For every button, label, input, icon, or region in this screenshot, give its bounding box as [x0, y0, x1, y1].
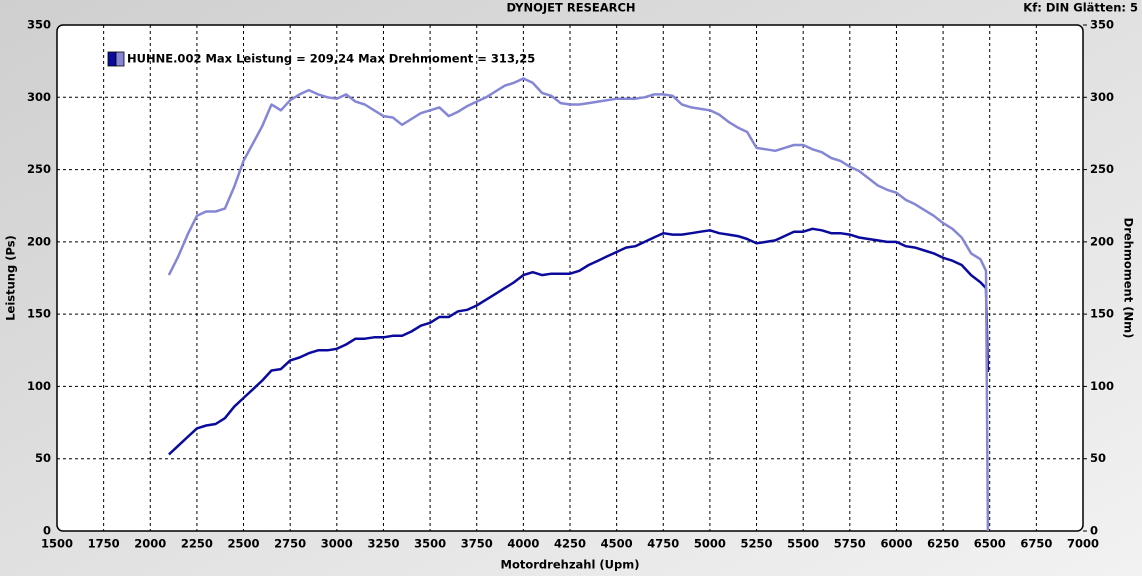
x-tick-label: 3500	[414, 537, 446, 551]
x-tick-label: 2250	[181, 537, 213, 551]
x-tick-label: 2750	[274, 537, 306, 551]
x-tick-label: 4750	[647, 537, 679, 551]
y2-tick-label: 150	[1090, 307, 1114, 321]
y2-tick-label: 200	[1090, 234, 1114, 248]
x-tick-label: 3750	[461, 537, 493, 551]
x-tick-label: 3000	[321, 537, 353, 551]
y-tick-label: 150	[27, 307, 51, 321]
chart-subtitle: Kf: DIN Glätten: 5	[1023, 1, 1138, 15]
x-tick-label: 6000	[880, 537, 912, 551]
y2-tick-label: 0	[1090, 524, 1098, 538]
y-tick-label: 50	[35, 451, 51, 465]
y2-tick-label: 300	[1090, 90, 1114, 104]
y-tick-label: 0	[43, 524, 51, 538]
y-axis-label: Leistung (Ps)	[4, 235, 18, 321]
x-tick-label: 6500	[974, 537, 1006, 551]
y-tick-label: 100	[27, 379, 51, 393]
x-tick-label: 5750	[834, 537, 866, 551]
y-tick-label: 250	[27, 162, 51, 176]
x-tick-label: 4500	[601, 537, 633, 551]
x-tick-label: 2500	[228, 537, 260, 551]
y2-tick-label: 100	[1090, 379, 1114, 393]
y2-tick-label: 350	[1090, 18, 1114, 32]
x-tick-label: 7000	[1067, 537, 1099, 551]
x-tick-label: 6750	[1020, 537, 1052, 551]
x-tick-label: 5500	[787, 537, 819, 551]
x-tick-label: 5250	[741, 537, 773, 551]
x-axis-label: Motordrehzahl (Upm)	[501, 558, 640, 572]
x-tick-label: 2000	[134, 537, 166, 551]
y2-tick-label: 50	[1090, 451, 1106, 465]
y-tick-label: 200	[27, 234, 51, 248]
x-tick-label: 1750	[88, 537, 120, 551]
x-tick-label: 1500	[41, 537, 73, 551]
y2-axis-label: Drehmoment (Nm)	[1122, 218, 1136, 339]
chart-title: DYNOJET RESEARCH	[506, 1, 635, 15]
x-tick-label: 5000	[694, 537, 726, 551]
x-tick-label: 4000	[507, 537, 539, 551]
y-tick-label: 350	[27, 18, 51, 32]
legend-swatch	[107, 51, 117, 67]
legend-text: HUHNE.002 Max Leistung = 209,24 Max Dreh…	[127, 52, 535, 66]
x-tick-label: 4250	[554, 537, 586, 551]
series-line	[168, 227, 990, 456]
legend-swatch	[115, 51, 125, 67]
series-line	[167, 77, 990, 532]
y-tick-label: 300	[27, 90, 51, 104]
x-tick-label: 6250	[927, 537, 959, 551]
x-tick-label: 3250	[367, 537, 399, 551]
y2-tick-label: 250	[1090, 162, 1114, 176]
